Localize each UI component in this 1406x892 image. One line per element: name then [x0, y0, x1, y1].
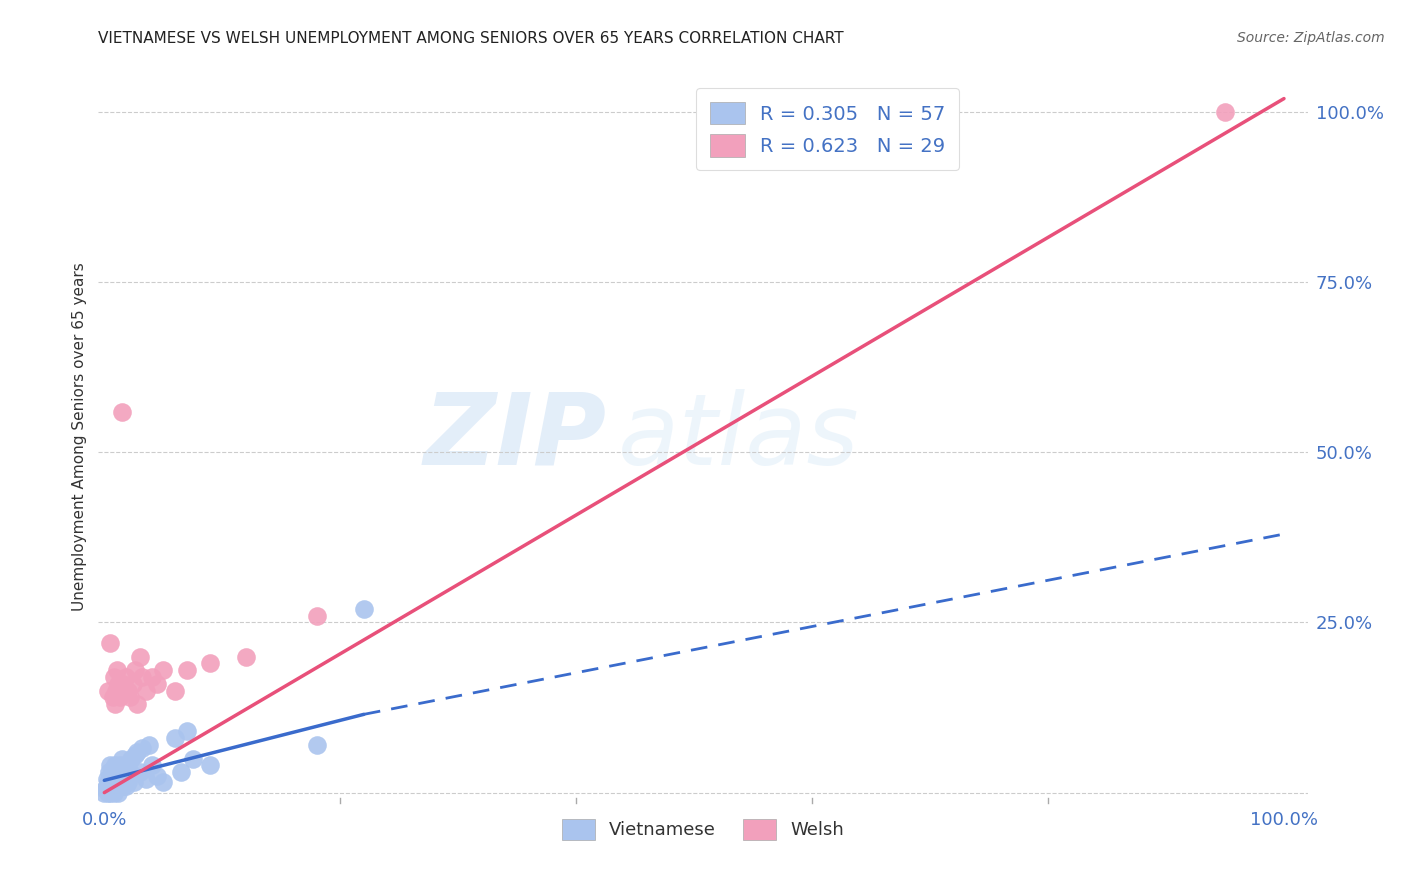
Point: [93, 786, 115, 800]
Point: [97, 786, 120, 800]
Point: [200, 758, 222, 772]
Point: [353, 602, 375, 616]
Point: [200, 657, 222, 671]
Point: [94, 782, 117, 797]
Point: [152, 663, 174, 677]
Point: [135, 683, 157, 698]
Point: [103, 786, 125, 800]
Point: [98, 775, 121, 789]
Point: [107, 677, 129, 691]
Point: [105, 663, 128, 677]
Point: [124, 663, 146, 677]
Point: [128, 649, 150, 664]
Point: [112, 779, 135, 793]
Point: [131, 741, 153, 756]
Point: [305, 608, 328, 623]
Point: [97, 775, 120, 789]
Y-axis label: Unemployment Among Seniors over 65 years: Unemployment Among Seniors over 65 years: [72, 263, 87, 611]
Point: [120, 751, 142, 765]
Point: [101, 762, 124, 776]
Point: [135, 772, 157, 786]
Point: [100, 779, 122, 793]
Point: [114, 670, 136, 684]
Point: [1213, 105, 1236, 120]
Point: [141, 758, 163, 772]
Point: [111, 775, 134, 789]
Point: [111, 404, 134, 418]
Point: [127, 697, 149, 711]
Point: [105, 768, 128, 782]
Point: [108, 758, 131, 772]
Point: [98, 765, 121, 780]
Point: [128, 765, 150, 780]
Text: ZIP: ZIP: [423, 389, 606, 485]
Point: [105, 775, 128, 789]
Point: [114, 779, 136, 793]
Point: [97, 683, 120, 698]
Point: [176, 724, 198, 739]
Point: [110, 779, 132, 793]
Text: Source: ZipAtlas.com: Source: ZipAtlas.com: [1237, 31, 1385, 45]
Point: [115, 768, 138, 782]
Point: [305, 738, 328, 752]
Point: [104, 779, 127, 793]
Point: [108, 690, 131, 705]
Point: [141, 670, 163, 684]
Point: [152, 775, 174, 789]
Text: atlas: atlas: [619, 389, 860, 485]
Point: [146, 768, 169, 782]
Point: [103, 670, 125, 684]
Point: [108, 768, 131, 782]
Point: [165, 683, 187, 698]
Point: [96, 779, 118, 793]
Point: [98, 786, 121, 800]
Point: [131, 670, 153, 684]
Point: [98, 758, 121, 772]
Point: [98, 779, 121, 793]
Point: [120, 690, 142, 705]
Point: [118, 768, 141, 782]
Point: [181, 751, 204, 765]
Point: [138, 738, 160, 752]
Point: [98, 636, 121, 650]
Point: [112, 677, 135, 691]
Point: [107, 786, 129, 800]
Text: VIETNAMESE VS WELSH UNEMPLOYMENT AMONG SENIORS OVER 65 YEARS CORRELATION CHART: VIETNAMESE VS WELSH UNEMPLOYMENT AMONG S…: [98, 31, 844, 46]
Point: [104, 697, 127, 711]
Point: [124, 748, 146, 763]
Point: [105, 762, 128, 776]
Point: [104, 758, 127, 772]
Point: [146, 677, 169, 691]
Point: [121, 677, 143, 691]
Legend: Vietnamese, Welsh: Vietnamese, Welsh: [553, 810, 853, 848]
Point: [170, 765, 193, 780]
Point: [120, 765, 142, 780]
Point: [127, 745, 149, 759]
Point: [117, 775, 139, 789]
Point: [235, 649, 257, 664]
Point: [112, 775, 135, 789]
Point: [165, 731, 187, 746]
Point: [122, 775, 145, 789]
Point: [101, 690, 124, 705]
Point: [101, 775, 124, 789]
Point: [176, 663, 198, 677]
Point: [105, 779, 128, 793]
Point: [117, 683, 139, 698]
Point: [112, 768, 135, 782]
Point: [105, 683, 128, 698]
Point: [111, 751, 134, 765]
Point: [114, 762, 136, 776]
Point: [103, 772, 125, 786]
Point: [96, 772, 118, 786]
Point: [100, 768, 122, 782]
Point: [107, 772, 129, 786]
